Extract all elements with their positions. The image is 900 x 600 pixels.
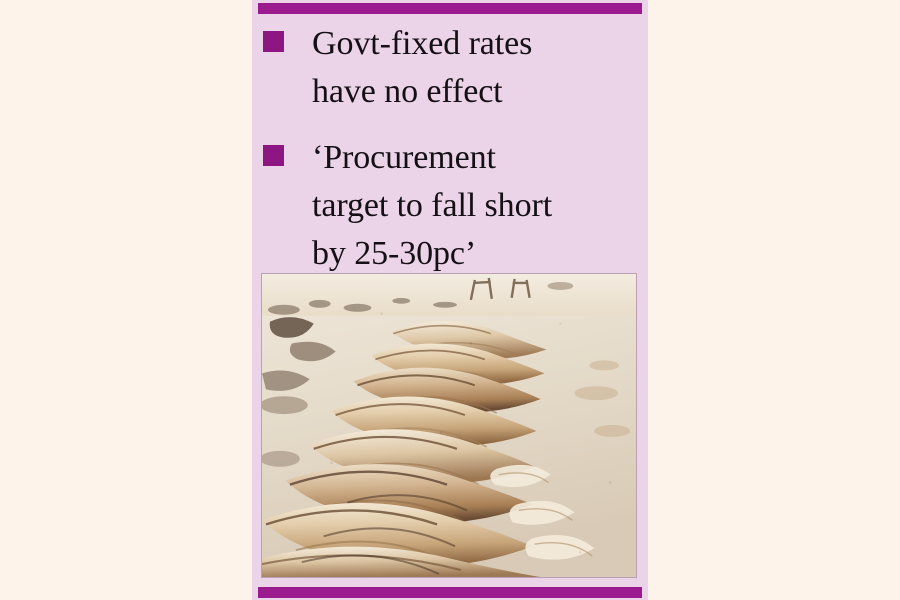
headline-item-2: ‘Procurement target to fall short by 25-…	[252, 134, 648, 278]
square-bullet-icon	[263, 145, 284, 166]
headline-item-1: Govt-fixed rates have no effect	[252, 20, 648, 116]
headline-list: Govt-fixed rates have no effect ‘Procure…	[252, 20, 648, 296]
bottom-accent-rule	[258, 587, 642, 598]
headline-text-1: Govt-fixed rates have no effect	[312, 25, 533, 110]
square-bullet-icon	[263, 31, 284, 52]
newspaper-callout-card: Govt-fixed rates have no effect ‘Procure…	[252, 0, 648, 600]
headline-text-2: ‘Procurement target to fall short by 25-…	[312, 139, 553, 272]
rawhides-on-road-illustration	[262, 274, 636, 577]
top-accent-rule	[258, 3, 642, 14]
article-photo	[261, 273, 637, 578]
